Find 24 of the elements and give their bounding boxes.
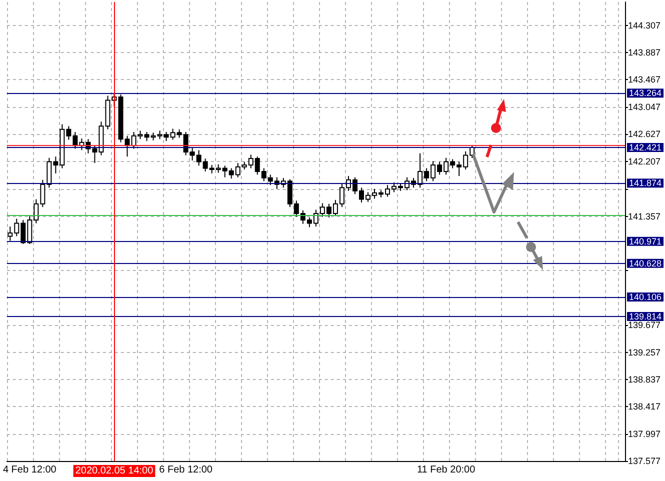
ref-line-label: 139.814	[629, 311, 662, 322]
x-tick-label: 6 Feb 12:00	[159, 464, 213, 476]
y-tick-label: 143.047	[628, 102, 661, 112]
ref-line-label: 140.106	[629, 292, 662, 302]
x-tick-label: 4 Feb 12:00	[2, 464, 57, 476]
y-tick-label: 138.837	[628, 374, 661, 384]
ref-line-label: 142.421	[629, 142, 662, 153]
ref-line-label: 140.971	[629, 236, 662, 246]
y-tick-label: 142.627	[628, 129, 661, 140]
ref-line-label: 140.628	[629, 258, 662, 268]
y-tick-label: 139.677	[628, 320, 661, 330]
ref-line-label: 143.264	[629, 88, 662, 98]
ref-line-label: 141.874	[629, 178, 662, 188]
y-tick-label: 143.467	[628, 74, 661, 85]
y-tick-label: 144.307	[628, 20, 661, 30]
x-tick-label: 2020.02.05 14:00	[75, 466, 154, 476]
x-tick-label: 11 Feb 20:00	[416, 464, 476, 476]
y-tick-label: 141.357	[628, 211, 661, 222]
y-tick-label: 142.207	[628, 156, 661, 166]
y-tick-label: 137.577	[628, 456, 661, 466]
y-tick-label: 139.257	[628, 347, 661, 358]
y-tick-label: 143.887	[628, 48, 661, 58]
y-tick-label: 137.997	[628, 428, 661, 439]
y-tick-label: 138.417	[628, 402, 661, 412]
